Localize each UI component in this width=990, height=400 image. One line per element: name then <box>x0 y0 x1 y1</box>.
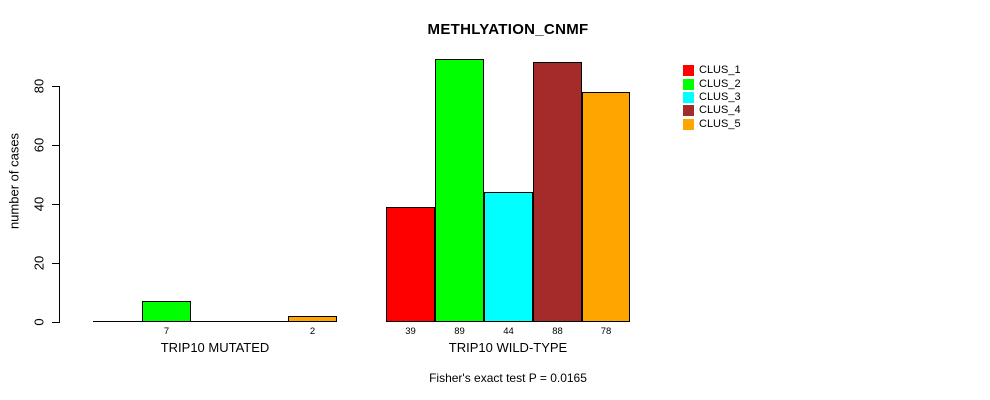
legend-color-swatch <box>683 78 694 90</box>
bar-clus_2 <box>142 301 191 322</box>
group-label-trip10-wild-type: TRIP10 WILD-TYPE <box>448 340 568 355</box>
bar-clus_5 <box>582 92 630 322</box>
y-axis-tick-label: 80 <box>31 78 47 94</box>
bar-value-label: 78 <box>600 326 612 337</box>
legend-item-label: CLUS_1 <box>699 64 741 77</box>
legend-item: CLUS_5 <box>683 118 741 131</box>
legend-item-label: CLUS_4 <box>699 104 741 117</box>
legend-item-label: CLUS_3 <box>699 90 741 103</box>
legend-item-label: CLUS_2 <box>699 77 741 90</box>
bar-value-label: 39 <box>405 326 416 337</box>
bar-clus_4 <box>533 62 582 322</box>
y-axis-tick <box>52 145 59 146</box>
bar-clus_3 <box>484 192 533 322</box>
bar-value-label: 89 <box>454 326 465 337</box>
bar-value-label: 88 <box>552 326 563 337</box>
legend-item: CLUS_3 <box>683 91 741 104</box>
legend-color-swatch <box>683 118 694 130</box>
y-axis-label: number of cases <box>6 132 22 230</box>
bar-clus_5 <box>288 316 337 322</box>
y-axis-tick <box>52 263 59 264</box>
legend-item: CLUS_1 <box>683 64 741 77</box>
zero-height-bar-clus_3 <box>191 321 239 322</box>
y-axis-tick <box>52 322 59 323</box>
y-axis-tick-label: 20 <box>31 255 47 271</box>
group-label-trip10-mutated: TRIP10 MUTATED <box>160 340 270 355</box>
y-axis-tick <box>52 86 59 87</box>
y-axis-tick-label: 0 <box>31 318 47 326</box>
legend-item: CLUS_2 <box>683 77 741 90</box>
bar-clus_2 <box>435 59 484 322</box>
bar-clus_1 <box>386 207 435 322</box>
legend-color-swatch <box>683 65 694 77</box>
zero-height-bar-clus_1 <box>93 321 142 322</box>
legend-color-swatch <box>683 105 694 117</box>
y-axis-tick <box>52 204 59 205</box>
legend: CLUS_1 CLUS_2 CLUS_3 CLUS_4 CLUS_5 <box>683 64 741 131</box>
bar-value-label: 7 <box>163 326 170 337</box>
legend-item-label: CLUS_5 <box>699 117 741 130</box>
chart-title: METHLYATION_CNMF <box>427 21 589 38</box>
y-axis-line <box>59 86 60 323</box>
bar-value-label: 2 <box>309 326 316 337</box>
y-axis-tick-label: 60 <box>31 137 47 153</box>
zero-height-bar-clus_4 <box>239 321 288 322</box>
legend-item: CLUS_4 <box>683 104 741 117</box>
y-axis-tick-label: 40 <box>31 196 47 212</box>
bar-value-label: 44 <box>503 326 514 337</box>
subtitle-fisher-test: Fisher's exact test P = 0.0165 <box>429 371 587 385</box>
legend-color-swatch <box>683 91 694 103</box>
